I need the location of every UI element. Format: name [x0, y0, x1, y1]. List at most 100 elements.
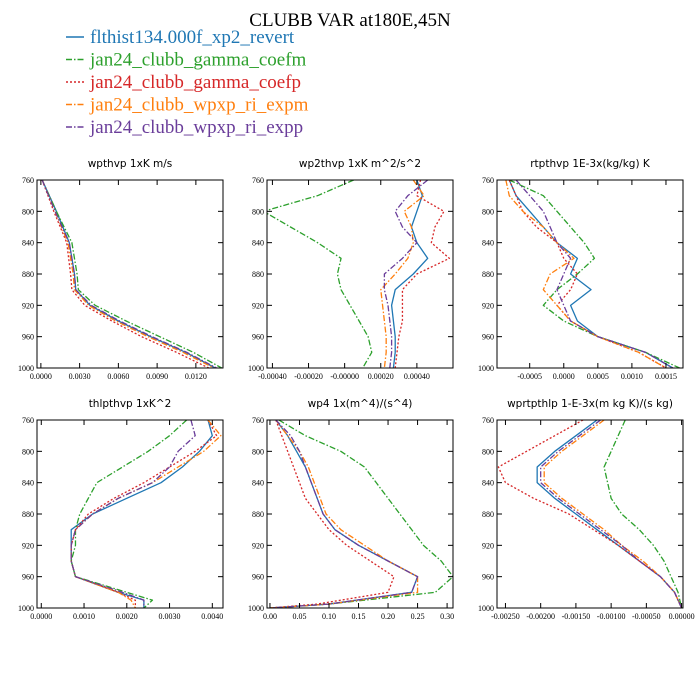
y-tick-label: 840: [22, 239, 34, 248]
series-line: [70, 420, 222, 608]
y-tick-label: 800: [22, 207, 34, 216]
y-tick-label: 1000: [18, 604, 34, 613]
x-tick-label: 0.0020: [116, 612, 138, 621]
legend-entry: jan24_clubb_wpxp_ri_expp: [66, 117, 303, 138]
x-tick-label: 0.05: [292, 612, 306, 621]
panel-title: wprtpthlp 1-E-3x(m kg K)/(s kg): [507, 398, 673, 410]
series-line: [394, 180, 451, 368]
x-tick-label: 0.0060: [107, 372, 129, 381]
x-tick-label: 0.0010: [621, 372, 643, 381]
figure-title: CLUBB VAR at180E,45N: [249, 10, 451, 31]
series-line: [41, 180, 217, 368]
x-tick-label: 0.0030: [69, 372, 91, 381]
panel: wpthvp 1xK m/s76080084088092096010000.00…: [18, 158, 224, 381]
y-tick-label: 880: [22, 510, 34, 519]
series-group: [267, 180, 451, 368]
x-tick-label: 0.15: [352, 612, 366, 621]
legend-label: flthist134.000f_xp2_revert: [90, 27, 295, 48]
y-tick-label: 760: [22, 416, 34, 425]
x-tick-label: 0.0120: [185, 372, 207, 381]
x-tick-label: 0.00020: [368, 372, 394, 381]
y-tick-label: 960: [482, 333, 494, 342]
y-tick-label: 920: [482, 301, 494, 310]
panel-title: wp2thvp 1xK m^2/s^2: [299, 158, 421, 170]
y-tick-label: 960: [482, 573, 494, 582]
series-line: [269, 420, 395, 608]
y-tick-label: 960: [252, 333, 264, 342]
legend-entry: jan24_clubb_wpxp_ri_expm: [66, 95, 309, 116]
x-tick-label: -0.00000: [330, 372, 359, 381]
x-tick-label: -0.00100: [597, 612, 626, 621]
y-tick-label: 800: [482, 207, 494, 216]
y-tick-label: 840: [482, 239, 494, 248]
series-line: [269, 420, 419, 608]
x-tick-label: 0.0090: [146, 372, 168, 381]
y-tick-label: 800: [252, 207, 264, 216]
series-line: [383, 180, 429, 368]
x-tick-label: 0.00000: [669, 612, 695, 621]
y-tick-label: 840: [252, 239, 264, 248]
x-tick-label: 0.30: [440, 612, 454, 621]
panel: thlpthvp 1xK^276080084088092096010000.00…: [18, 398, 224, 621]
x-tick-label: -0.00020: [294, 372, 323, 381]
series-line: [497, 420, 683, 608]
series-group: [505, 180, 680, 368]
y-tick-label: 960: [22, 573, 34, 582]
x-tick-label: -0.00200: [526, 612, 555, 621]
series-line: [515, 180, 674, 368]
x-tick-label: 0.00: [263, 612, 277, 621]
y-tick-label: 1000: [478, 364, 494, 373]
panel: wp4 1x(m^4)/(s^4)76080084088092096010000…: [248, 398, 454, 621]
y-tick-label: 800: [22, 447, 34, 456]
series-line: [390, 180, 429, 368]
series-line: [269, 420, 419, 608]
y-tick-label: 760: [252, 176, 264, 185]
series-group: [497, 420, 683, 608]
y-tick-label: 880: [22, 270, 34, 279]
panel-grid: wpthvp 1xK m/s76080084088092096010000.00…: [18, 158, 695, 621]
legend-label: jan24_clubb_wpxp_ri_expp: [89, 117, 303, 138]
x-tick-label: -0.00150: [562, 612, 591, 621]
series-line: [41, 180, 223, 368]
y-tick-label: 880: [252, 270, 264, 279]
series-line: [505, 180, 667, 368]
x-tick-label: 0.0010: [73, 612, 95, 621]
series-line: [508, 180, 680, 368]
panel-title: thlpthvp 1xK^2: [89, 398, 172, 410]
x-tick-label: 0.0000: [30, 612, 52, 621]
legend: flthist134.000f_xp2_revertjan24_clubb_ga…: [66, 27, 309, 138]
series-group: [70, 420, 222, 608]
series-group: [41, 180, 223, 368]
y-tick-label: 880: [252, 510, 264, 519]
x-tick-label: 0.0000: [553, 372, 575, 381]
x-tick-label: 0.20: [381, 612, 395, 621]
x-tick-label: -0.00050: [632, 612, 661, 621]
y-tick-label: 1000: [18, 364, 34, 373]
y-tick-label: 920: [22, 301, 34, 310]
x-tick-label: -0.00250: [491, 612, 520, 621]
y-tick-label: 800: [252, 447, 264, 456]
y-tick-label: 1000: [248, 604, 264, 613]
x-tick-label: -0.00040: [258, 372, 287, 381]
x-tick-label: 0.0040: [201, 612, 223, 621]
legend-label: jan24_clubb_gamma_coefm: [89, 50, 307, 71]
y-tick-label: 920: [252, 301, 264, 310]
x-tick-label: 0.0005: [587, 372, 609, 381]
x-tick-label: 0.00040: [404, 372, 430, 381]
panel: wprtpthlp 1-E-3x(m kg K)/(s kg) 760 800 840…: [478, 398, 695, 621]
series-line: [70, 420, 218, 608]
series-line: [41, 180, 210, 368]
x-tick-label: 0.0030: [159, 612, 181, 621]
legend-label: jan24_clubb_wpxp_ri_expm: [89, 95, 309, 116]
y-tick-label: 800: [482, 447, 494, 456]
y-tick-label: 760: [252, 416, 264, 425]
y-tick-label: 760: [22, 176, 34, 185]
legend-entry: flthist134.000f_xp2_revert: [66, 27, 295, 48]
y-tick-label: 960: [22, 333, 34, 342]
y-tick-label: 1000: [478, 604, 494, 613]
legend-entry: jan24_clubb_gamma_coefm: [66, 50, 307, 71]
y-tick-label: 760: [482, 176, 494, 185]
series-line: [267, 180, 373, 368]
